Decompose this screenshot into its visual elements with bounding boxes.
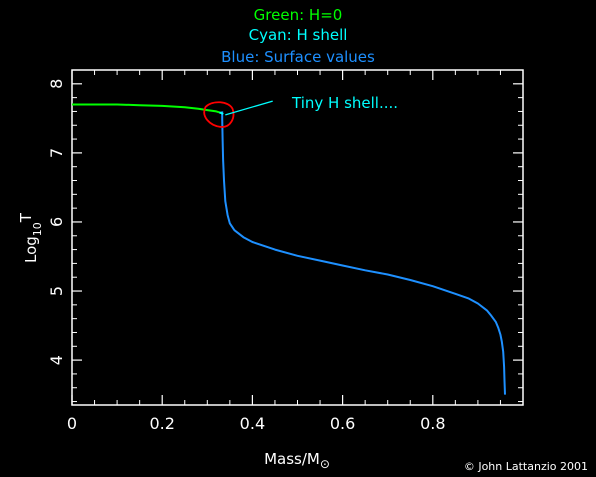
y-tick-label: 7 bbox=[47, 148, 66, 158]
title-line-blue: Blue: Surface values bbox=[221, 48, 375, 66]
data-series bbox=[72, 103, 506, 395]
svg-text:Mass/M⊙: Mass/M⊙ bbox=[264, 450, 330, 471]
annotation-pointer-line bbox=[225, 100, 273, 116]
x-tick-label: 0 bbox=[67, 414, 77, 433]
title-line-cyan: Cyan: H shell bbox=[249, 26, 348, 44]
annotation-text: Tiny H shell.... bbox=[291, 94, 398, 112]
axis-tick-labels: 0 0.2 0.4 0.6 0.8 4 5 6 7 8 bbox=[47, 79, 446, 433]
x-axis-label-base: Mass/M bbox=[264, 450, 320, 468]
x-axis-label-subscript: ⊙ bbox=[320, 457, 330, 471]
y-axis-label-base: Log bbox=[22, 236, 40, 263]
y-tick-label: 5 bbox=[47, 286, 66, 296]
y-tick-label: 8 bbox=[47, 79, 66, 89]
title-line-green: Green: H=0 bbox=[254, 6, 343, 24]
svg-text:Log10T: Log10T bbox=[17, 212, 44, 263]
chart-title: Green: H=0 Cyan: H shell Blue: Surface v… bbox=[221, 6, 375, 66]
x-tick-label: 0.6 bbox=[330, 414, 355, 433]
copyright-credit: © John Lattanzio 2001 bbox=[464, 460, 588, 473]
x-tick-label: 0.4 bbox=[240, 414, 265, 433]
series-line-blue bbox=[221, 111, 506, 395]
annotation: Tiny H shell.... bbox=[203, 94, 398, 128]
x-tick-label: 0.8 bbox=[420, 414, 445, 433]
y-axis-label: Log10T bbox=[17, 212, 44, 263]
annotation-circle bbox=[203, 101, 235, 128]
axis-ticks bbox=[71, 70, 523, 405]
y-tick-label: 6 bbox=[47, 217, 66, 227]
series-line-green bbox=[72, 103, 222, 114]
y-tick-label: 4 bbox=[47, 355, 66, 365]
y-axis-label-tail: T bbox=[17, 212, 35, 223]
x-tick-label: 0.2 bbox=[149, 414, 174, 433]
series-line-cyan bbox=[219, 111, 224, 115]
y-axis-label-subscript: 10 bbox=[31, 222, 44, 236]
x-axis-label: Mass/M⊙ bbox=[264, 450, 330, 471]
plot-area-frame bbox=[71, 69, 524, 406]
